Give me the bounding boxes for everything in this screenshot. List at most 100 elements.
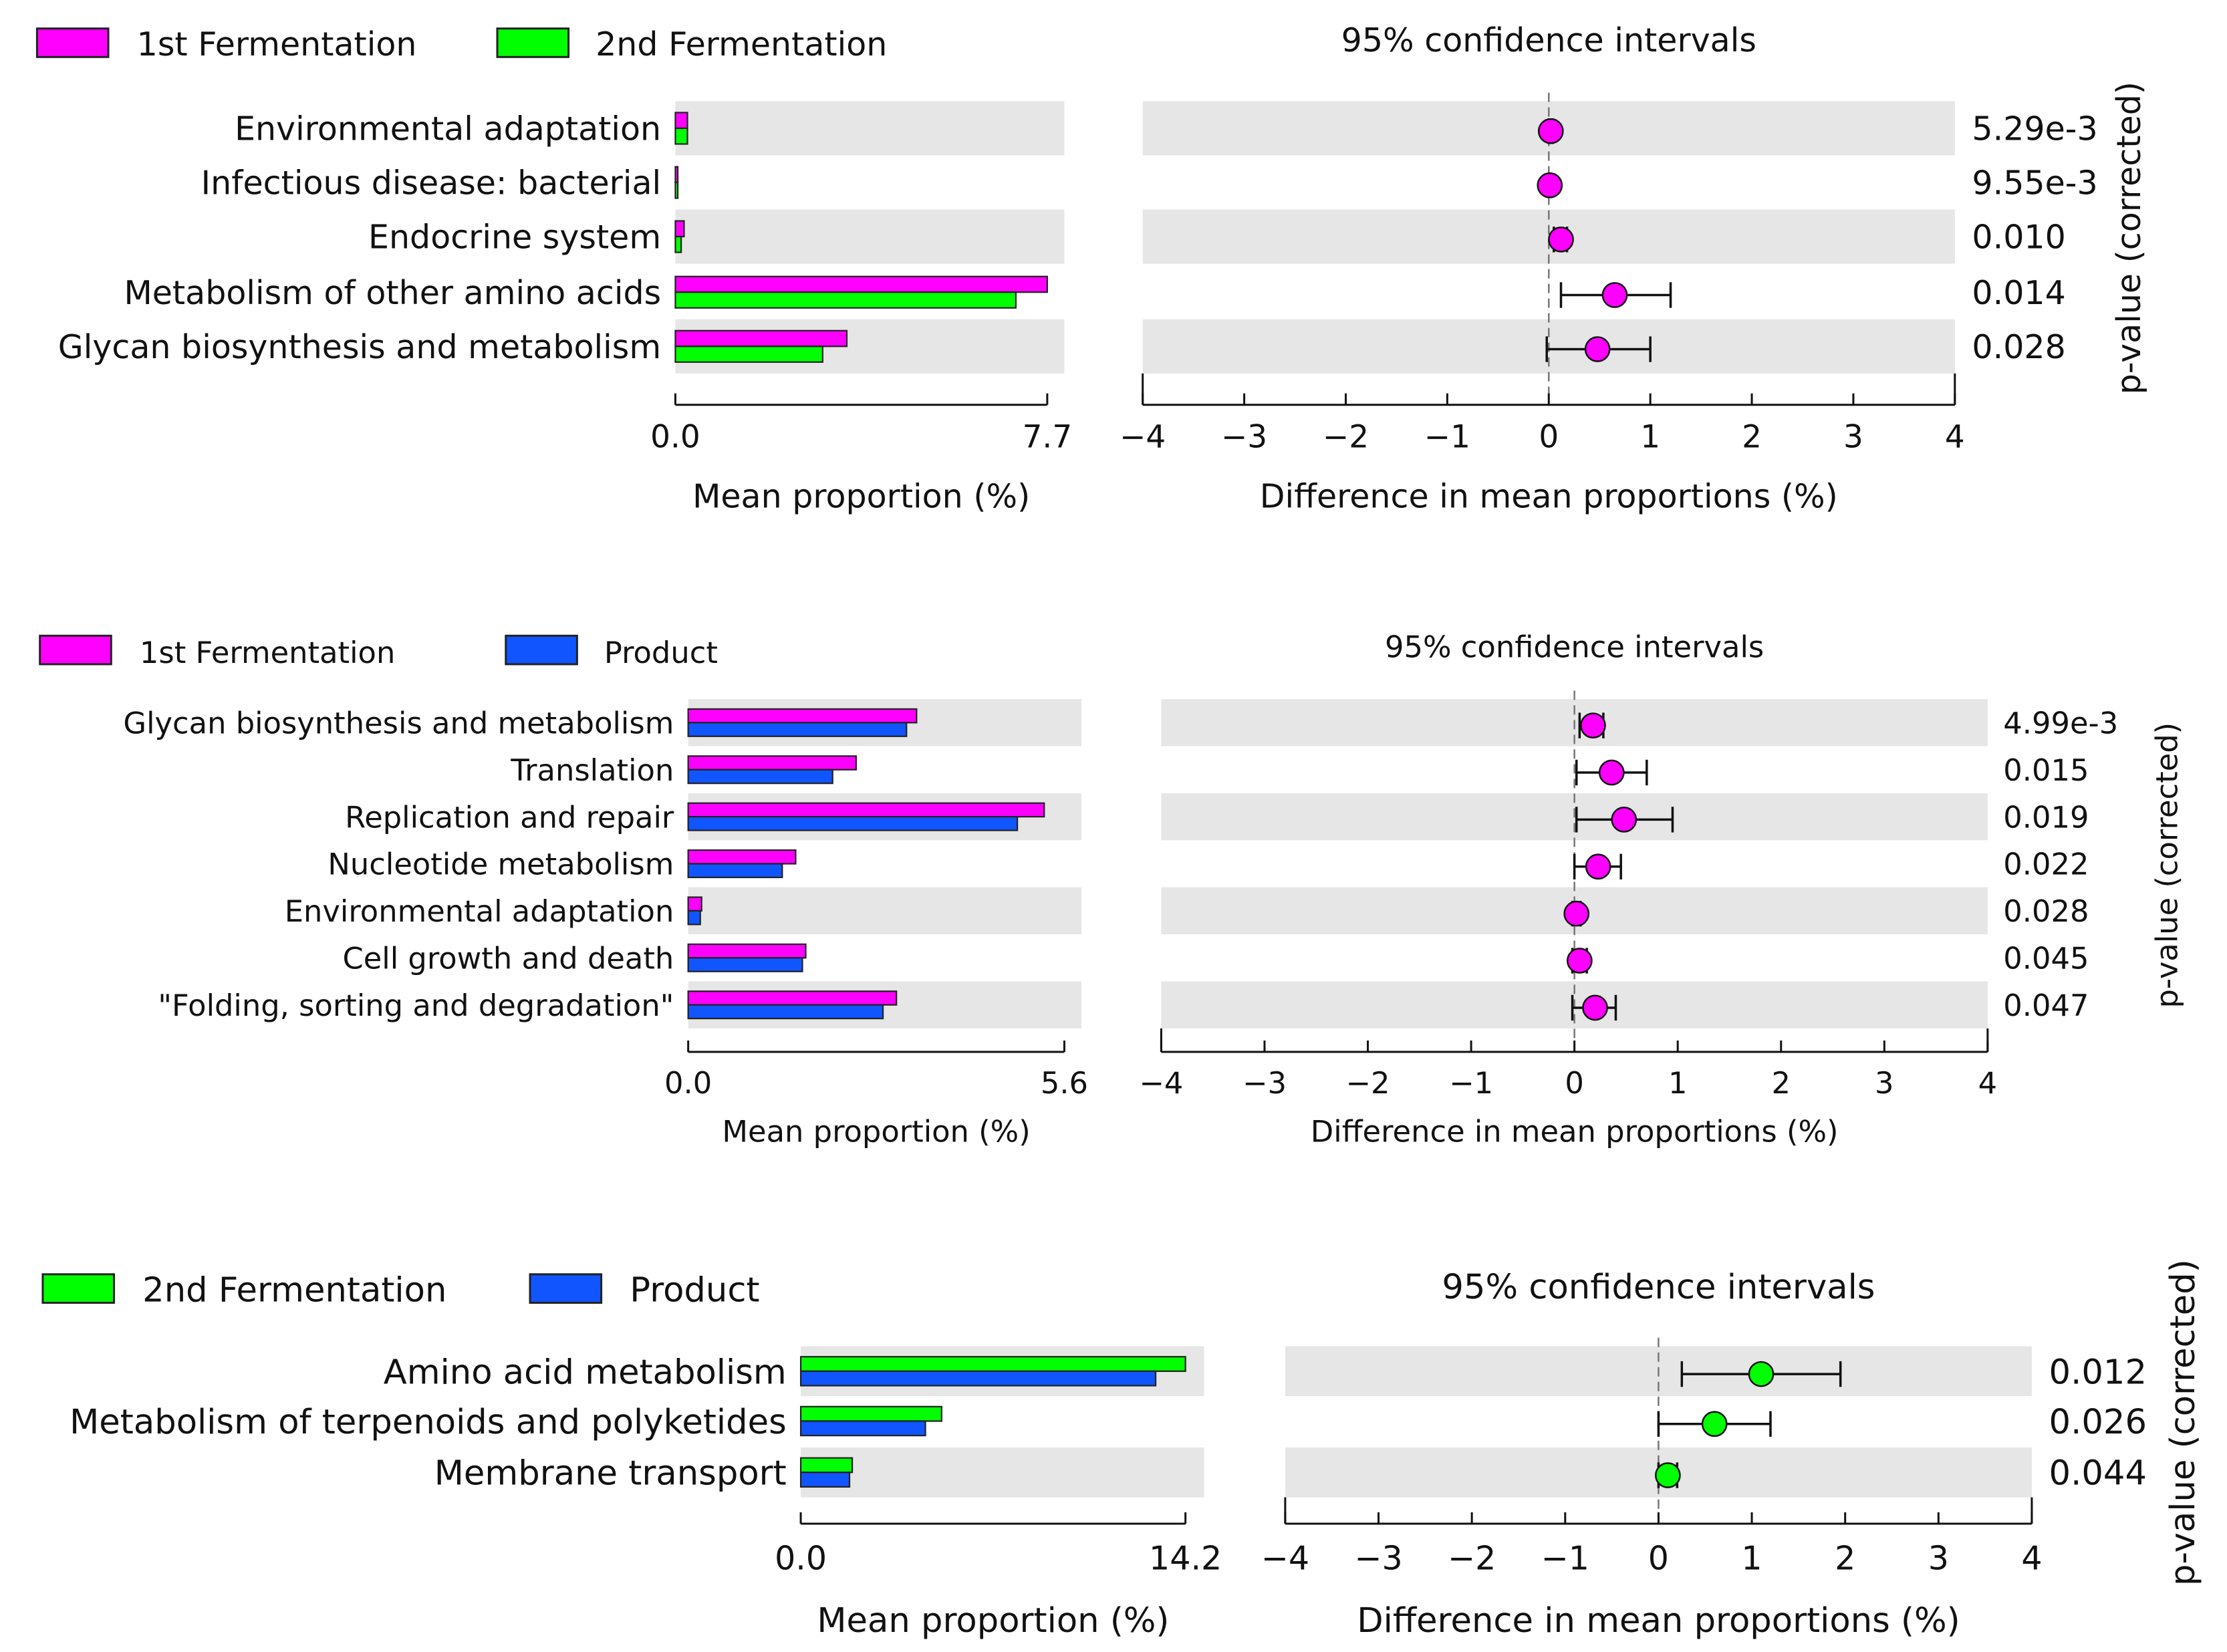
bar-product (687, 816, 1019, 831)
ci-point (1548, 226, 1574, 253)
bar-1st-fermentation (687, 896, 702, 912)
row-band (688, 887, 1082, 935)
ci-tick-label: −3 (1354, 1538, 1402, 1577)
bar-2nd-fermentation (674, 127, 688, 145)
bar-tick-label: 0.0 (664, 1065, 712, 1101)
row-band (675, 101, 1065, 156)
p-value: 0.010 (1972, 218, 2065, 257)
category-label: Metabolism of other amino acids (124, 273, 661, 312)
ci-tick-label: −4 (1120, 419, 1166, 456)
ci-tick-label: 1 (1640, 419, 1660, 456)
bar-1st-fermentation (674, 329, 848, 348)
legend-label: 2nd Fermentation (142, 1270, 446, 1310)
category-label: Nucleotide metabolism (328, 847, 674, 882)
category-label: Environmental adaptation (285, 893, 674, 929)
category-label: Amino acid metabolism (384, 1352, 787, 1392)
category-label: Membrane transport (434, 1454, 787, 1494)
ci-tick-label: −2 (1323, 419, 1369, 456)
bar-product (687, 910, 701, 926)
ci-tick-label: −3 (1242, 1065, 1287, 1101)
p-value: 0.022 (2003, 847, 2089, 882)
ci-point (1654, 1462, 1681, 1488)
ci-tick-label: 4 (2021, 1538, 2042, 1577)
legend-swatch (39, 634, 112, 666)
ci-tick-label: 1 (1741, 1538, 1762, 1577)
ci-tick-label: 0 (1648, 1538, 1669, 1577)
bar-1st-fermentation (674, 275, 1048, 293)
p-value: 0.014 (1972, 273, 2065, 312)
bar-tick-label: 7.7 (1023, 419, 1073, 456)
bar-1st-fermentation (687, 943, 807, 959)
p-value: 4.99e-3 (2003, 705, 2118, 740)
legend-swatch (505, 634, 578, 666)
ci-point (1582, 994, 1608, 1021)
ci-tick-label: −2 (1346, 1065, 1390, 1101)
ci-tick-label: 3 (1875, 1065, 1894, 1101)
category-label: Infectious disease: bacterial (201, 164, 661, 202)
legend-swatch (35, 27, 110, 58)
ci-tick-label: 4 (1978, 1065, 1998, 1101)
bar-2nd-fermentation (674, 346, 823, 363)
bar-tick-label: 0.0 (775, 1538, 827, 1577)
ci-tick-label: −4 (1139, 1065, 1183, 1101)
bar-tick-label: 14.2 (1149, 1538, 1222, 1577)
category-label: Replication and repair (345, 799, 674, 835)
ci-point (1584, 336, 1611, 362)
category-label: Glycan biosynthesis and metabolism (123, 705, 674, 740)
legend-label: Product (630, 1270, 759, 1310)
legend-label: Product (604, 635, 718, 670)
p-value: 0.026 (2049, 1402, 2147, 1442)
bar-1st-fermentation (674, 166, 679, 184)
ci-point (1563, 900, 1590, 927)
ci-point (1537, 118, 1564, 144)
ci-axis-label: Difference in mean proportions (%) (1311, 1113, 1839, 1149)
ci-tick-label: −1 (1424, 419, 1470, 456)
x-axis-label: Mean proportion (%) (692, 476, 1030, 515)
x-axis-label: Mean proportion (%) (722, 1113, 1030, 1149)
category-label: "Folding, sorting and degradation" (158, 988, 674, 1023)
ci-point (1580, 712, 1606, 739)
ci-point (1748, 1361, 1775, 1387)
ci-title: 95% confidence intervals (1385, 629, 1764, 664)
bar-2nd-fermentation (799, 1356, 1186, 1372)
p-value: 0.028 (2003, 893, 2089, 929)
p-value: 0.012 (2049, 1352, 2147, 1392)
bar-2nd-fermentation (674, 291, 1017, 309)
ci-point (1566, 948, 1593, 974)
ci-point (1537, 172, 1563, 198)
category-label: Translation (510, 752, 674, 788)
p-value: 0.028 (1972, 327, 2065, 366)
ci-point (1611, 807, 1638, 833)
p-value-axis-label: p-value (corrected) (2109, 82, 2148, 394)
ci-point (1701, 1411, 1728, 1437)
bar-product (687, 957, 803, 972)
ci-tick-label: 0 (1539, 419, 1559, 456)
row-band (801, 1447, 1204, 1498)
p-value: 5.29e-3 (1972, 110, 2097, 148)
p-value: 0.045 (2003, 940, 2089, 976)
x-axis-label: Mean proportion (%) (817, 1601, 1169, 1641)
p-value: 0.015 (2003, 752, 2089, 788)
bar-2nd-fermentation (799, 1457, 854, 1474)
ci-tick-label: 4 (1945, 419, 1965, 456)
ci-tick-label: 2 (1742, 419, 1762, 456)
ci-axis-label: Difference in mean proportions (%) (1260, 476, 1838, 515)
category-label: Metabolism of terpenoids and polyketides (70, 1402, 787, 1442)
bar-product (687, 769, 833, 785)
bar-1st-fermentation (687, 802, 1045, 818)
p-value: 0.047 (2003, 988, 2089, 1023)
ci-tick-label: 3 (1928, 1538, 1949, 1577)
legend-label: 1st Fermentation (140, 635, 395, 670)
bar-product (799, 1420, 926, 1437)
ci-title: 95% confidence intervals (1341, 21, 1756, 59)
legend-swatch (41, 1273, 116, 1304)
category-label: Endocrine system (368, 218, 661, 257)
bar-product (799, 1472, 851, 1488)
p-value-axis-label: p-value (corrected) (2163, 1259, 2203, 1586)
bar-2nd-fermentation (674, 235, 682, 253)
legend-swatch (529, 1273, 603, 1304)
p-value-axis-label: p-value (corrected) (2149, 722, 2184, 1008)
ci-point (1601, 282, 1628, 308)
p-value: 0.044 (2049, 1454, 2147, 1494)
bar-product (687, 722, 908, 737)
